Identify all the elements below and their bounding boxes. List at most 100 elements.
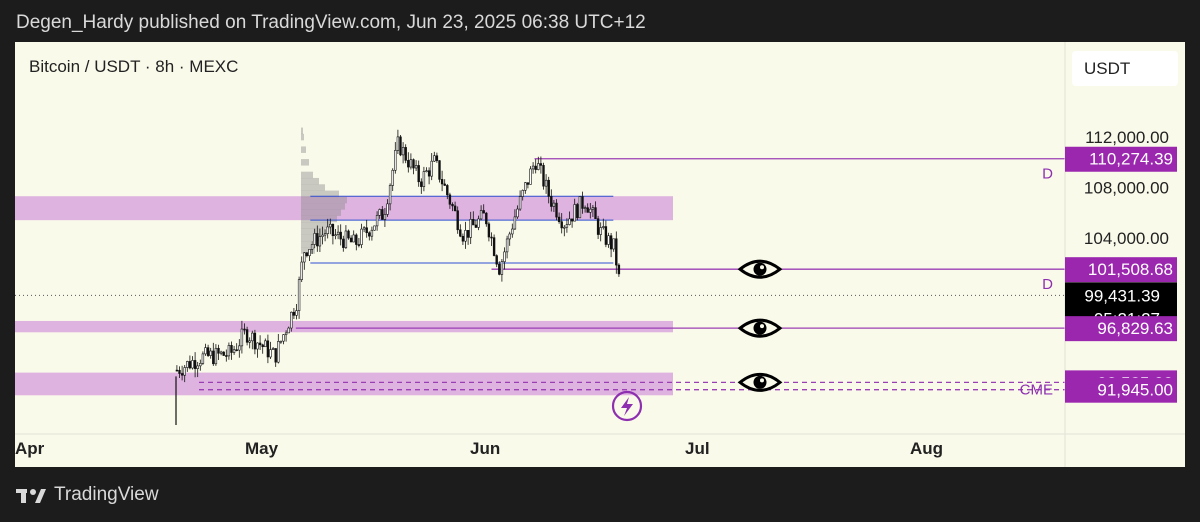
- candle: [368, 231, 371, 241]
- candle: [199, 359, 202, 371]
- candle-body: [492, 237, 496, 256]
- candle: [617, 263, 621, 277]
- candle-body: [560, 221, 563, 229]
- candlestick-chart[interactable]: Apr May Jun Jul Aug 112,000.00 108,000.00 104,0…: [15, 42, 1185, 467]
- candle: [495, 254, 498, 268]
- candle-body: [266, 340, 270, 358]
- candle-body: [581, 196, 584, 209]
- candle-body: [368, 232, 371, 237]
- candle: [183, 365, 186, 383]
- y-tick-label: 104,000.00: [1084, 229, 1169, 248]
- candle-body: [425, 170, 428, 172]
- candle-body: [349, 237, 353, 243]
- candle-body: [474, 224, 478, 228]
- candle: [544, 174, 548, 194]
- candle-body: [464, 230, 467, 242]
- candle: [485, 212, 488, 227]
- currency-button-label[interactable]: USDT: [1084, 59, 1130, 78]
- candle-body: [251, 332, 254, 342]
- candle-body: [479, 210, 483, 220]
- candle: [563, 225, 566, 237]
- candle: [175, 365, 179, 372]
- candle: [326, 218, 329, 239]
- candle-body: [225, 355, 228, 357]
- candle: [180, 365, 184, 381]
- currency-button[interactable]: [1072, 51, 1178, 86]
- candle: [214, 344, 218, 366]
- candle: [602, 218, 605, 230]
- candle: [188, 355, 192, 370]
- candle: [308, 248, 311, 262]
- candle: [576, 202, 579, 221]
- candle: [482, 204, 485, 214]
- volume-profile-bar: [301, 146, 306, 153]
- candle: [466, 230, 470, 245]
- candle-body: [316, 233, 319, 247]
- candle-body: [539, 163, 543, 166]
- volume-profile-bar: [301, 133, 304, 141]
- candle-body: [261, 344, 264, 348]
- candle-body: [472, 219, 475, 226]
- candle-body: [521, 190, 524, 197]
- candle-body: [534, 165, 537, 170]
- candle-body: [342, 238, 345, 248]
- candle: [383, 207, 387, 227]
- candle-body: [453, 205, 457, 212]
- candle-body: [505, 238, 509, 253]
- candle-body: [235, 349, 238, 352]
- candle: [529, 166, 532, 185]
- candle: [427, 167, 431, 185]
- candle-body: [487, 223, 491, 238]
- candle-body: [339, 231, 342, 240]
- candle-body: [180, 373, 184, 376]
- candle: [430, 153, 433, 181]
- candle: [373, 225, 376, 231]
- candle-body: [407, 160, 410, 168]
- price-label-value: 101,508.68: [1088, 260, 1173, 279]
- candle: [596, 215, 600, 239]
- candle-body: [599, 227, 602, 235]
- candle: [417, 160, 420, 187]
- candle: [349, 235, 353, 243]
- price-label-box: [1065, 316, 1177, 342]
- candle-body: [381, 209, 384, 220]
- candle-body: [318, 236, 322, 247]
- volume-profile-bar: [301, 177, 319, 185]
- price-label-value: 91,945.00: [1097, 381, 1173, 400]
- candle-body: [274, 348, 277, 363]
- candle-body: [591, 207, 595, 210]
- candle: [391, 168, 394, 192]
- price-label: 101,508.68 D: [1042, 257, 1177, 293]
- levels-layer: [15, 158, 1065, 391]
- candle-body: [399, 136, 402, 156]
- candle: [334, 228, 337, 240]
- candle-body: [178, 369, 181, 374]
- candle-body: [378, 209, 381, 216]
- eye-icon: [737, 318, 783, 338]
- candle: [277, 333, 280, 364]
- volume-profile: [301, 127, 347, 254]
- candle: [524, 182, 527, 194]
- candle: [303, 252, 306, 270]
- candle: [212, 342, 215, 366]
- candle-body: [362, 227, 366, 230]
- candle-body: [217, 347, 220, 354]
- candle-body: [612, 238, 615, 250]
- candle: [589, 202, 592, 219]
- candle: [513, 209, 517, 230]
- chart-frame[interactable]: Apr May Jun Jul Aug 112,000.00 108,000.00 104,0…: [15, 42, 1185, 467]
- candle: [310, 241, 314, 255]
- volume-profile-bar: [301, 215, 337, 223]
- candle-body: [323, 233, 327, 236]
- price-label: 96,829.63: [1065, 316, 1177, 342]
- lightning-bolt: [621, 397, 633, 416]
- candle-body: [264, 340, 267, 348]
- candle: [196, 361, 199, 378]
- candle-body: [310, 244, 314, 250]
- volume-profile-bar: [301, 247, 315, 254]
- candle: [318, 228, 322, 252]
- tradingview-logo-icon: [16, 489, 46, 503]
- candle: [274, 348, 277, 367]
- candle: [435, 152, 439, 163]
- price-label-tag: D: [1042, 276, 1053, 293]
